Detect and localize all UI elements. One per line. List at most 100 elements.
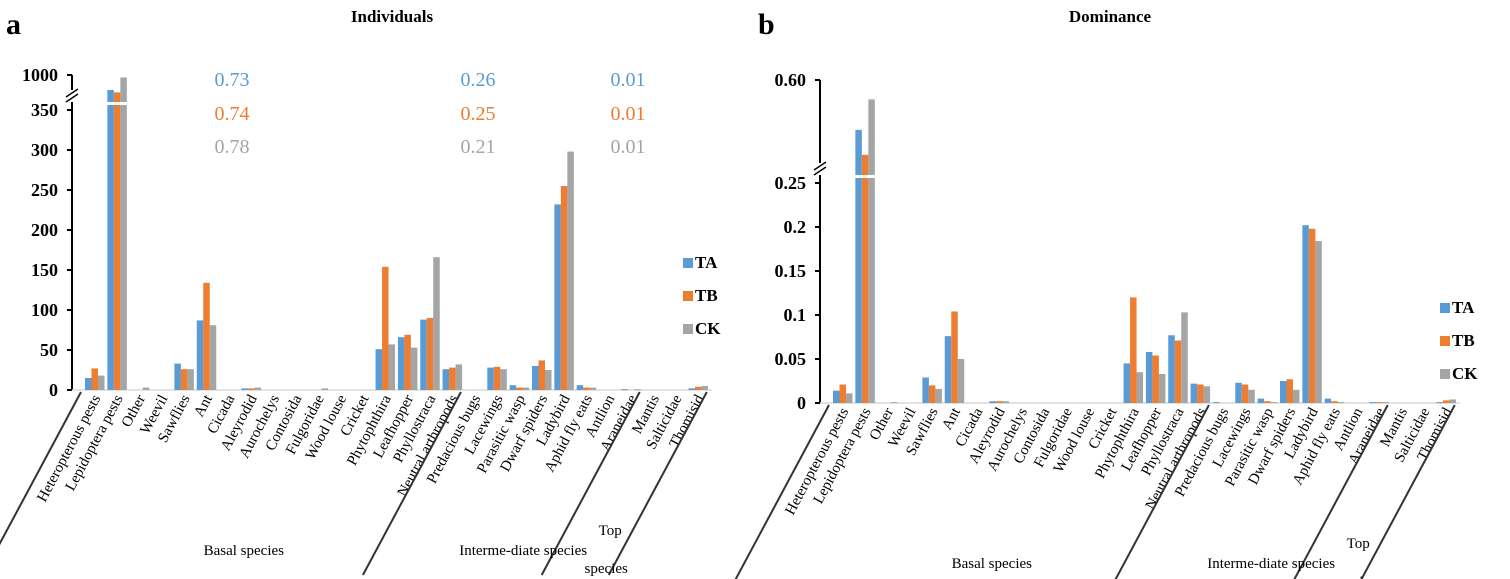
bar-ta	[1145, 351, 1153, 403]
y-tick-label: 100	[31, 300, 58, 320]
bar-tb	[516, 387, 523, 390]
bar-tb	[203, 282, 210, 390]
annotation-basal-ck: 0.78	[215, 136, 250, 158]
bar-ck	[142, 387, 150, 390]
bar-ck	[1315, 241, 1322, 403]
bar-ta	[442, 369, 450, 390]
bar-ck	[1181, 312, 1188, 403]
bar-ta	[196, 320, 204, 390]
bar-ck	[1158, 373, 1166, 403]
bar-ta	[1190, 383, 1198, 403]
bar-ck	[254, 387, 261, 390]
bar-ta	[944, 336, 952, 403]
legend-label-tb: TB	[695, 286, 718, 305]
bar-ck	[388, 344, 396, 390]
group-separator	[1360, 404, 1456, 579]
y-tick-label: 0.25	[775, 173, 807, 193]
bar-ck	[321, 388, 328, 390]
legend-swatch-ta	[683, 258, 693, 268]
y-tick-label: 50	[40, 340, 58, 360]
annotation-top-tb: 0.01	[611, 103, 646, 125]
bar-ck	[98, 375, 105, 390]
bar-ta	[833, 390, 840, 403]
group-separator	[1293, 404, 1389, 579]
legend-label-ck: CK	[1452, 364, 1478, 383]
bar-ck	[634, 389, 641, 391]
legend-label-ta: TA	[1452, 298, 1475, 317]
chart-b-title: Dominance	[1069, 7, 1152, 26]
bar-tb	[928, 385, 936, 403]
axis-break-mark	[65, 88, 79, 98]
bar-tb	[426, 318, 434, 390]
bar-break-gap	[106, 102, 128, 105]
bar-ta	[1369, 402, 1376, 404]
bar-tb	[382, 266, 389, 390]
bar-ck	[209, 325, 217, 390]
bar-ck	[1002, 401, 1009, 403]
group-separator	[540, 391, 641, 576]
bar-ta	[1280, 381, 1287, 403]
bar-tb	[1264, 401, 1271, 403]
bar-tb	[1152, 355, 1159, 403]
panel-letter-a: a	[6, 8, 21, 41]
bar-ta	[241, 388, 248, 390]
y-tick-label: 0.05	[775, 349, 807, 369]
bar-ta	[487, 367, 494, 390]
bar-ck	[500, 369, 507, 390]
bar-tb	[694, 386, 702, 390]
bar-ta	[420, 319, 427, 390]
bar-tb	[1174, 340, 1182, 403]
bar-ta	[688, 388, 695, 390]
y-tick-label: 250	[31, 180, 58, 200]
bar-tb	[113, 92, 121, 391]
bar-ta	[989, 401, 996, 403]
annotation-top-ck: 0.01	[611, 136, 646, 158]
group-label-basal: Basal species	[952, 556, 1033, 572]
legend-label-ck: CK	[695, 319, 721, 338]
bar-tb	[91, 368, 98, 390]
chart-a-title: Individuals	[351, 7, 434, 26]
bar-ck	[935, 388, 942, 403]
bar-ta	[621, 389, 628, 391]
bar-ck	[1337, 402, 1345, 404]
y-tick-label: 300	[31, 140, 58, 160]
group-separator	[362, 391, 462, 576]
y-tick-label: 150	[31, 260, 58, 280]
y-tick-label: 0.1	[784, 305, 807, 325]
bar-ta	[107, 89, 114, 390]
bar-tb	[1442, 400, 1450, 403]
bar-ta	[554, 204, 561, 390]
bar-ta	[1324, 398, 1332, 403]
group-label-top-line2: species	[1333, 574, 1376, 579]
bar-ck	[890, 402, 898, 404]
annotation-basal-tb: 0.74	[215, 103, 250, 125]
bar-tb	[1241, 384, 1249, 403]
bar-tb	[861, 154, 869, 403]
bar-ck	[1382, 402, 1389, 404]
bar-tb	[538, 360, 545, 390]
annotation-top-ta: 0.01	[611, 69, 646, 91]
bar-ck	[187, 369, 194, 390]
bar-tb	[404, 334, 411, 390]
group-separator	[734, 404, 830, 579]
bar-ck	[120, 77, 127, 390]
bar-tb	[1331, 401, 1338, 403]
chart-a-annotations: 0.73 0.74 0.78 0.26 0.25 0.21 0.01 0.01 …	[215, 69, 646, 158]
bar-ck	[545, 370, 552, 390]
bar-ta	[1235, 382, 1242, 403]
bar-ck	[868, 99, 875, 404]
bar-ck	[1203, 386, 1211, 403]
bar-tb	[1375, 402, 1383, 404]
bar-ta	[855, 129, 862, 403]
group-separator	[607, 391, 708, 576]
bar-ta	[1212, 402, 1220, 404]
bar-ta	[1168, 335, 1175, 403]
legend-swatch-ck	[683, 324, 693, 334]
bar-ta	[532, 366, 539, 390]
bar-ck	[410, 347, 418, 390]
axis-break-mark	[813, 161, 827, 171]
bar-tb	[995, 401, 1003, 403]
bar-ta	[1436, 402, 1443, 404]
bar-ck	[522, 387, 530, 390]
